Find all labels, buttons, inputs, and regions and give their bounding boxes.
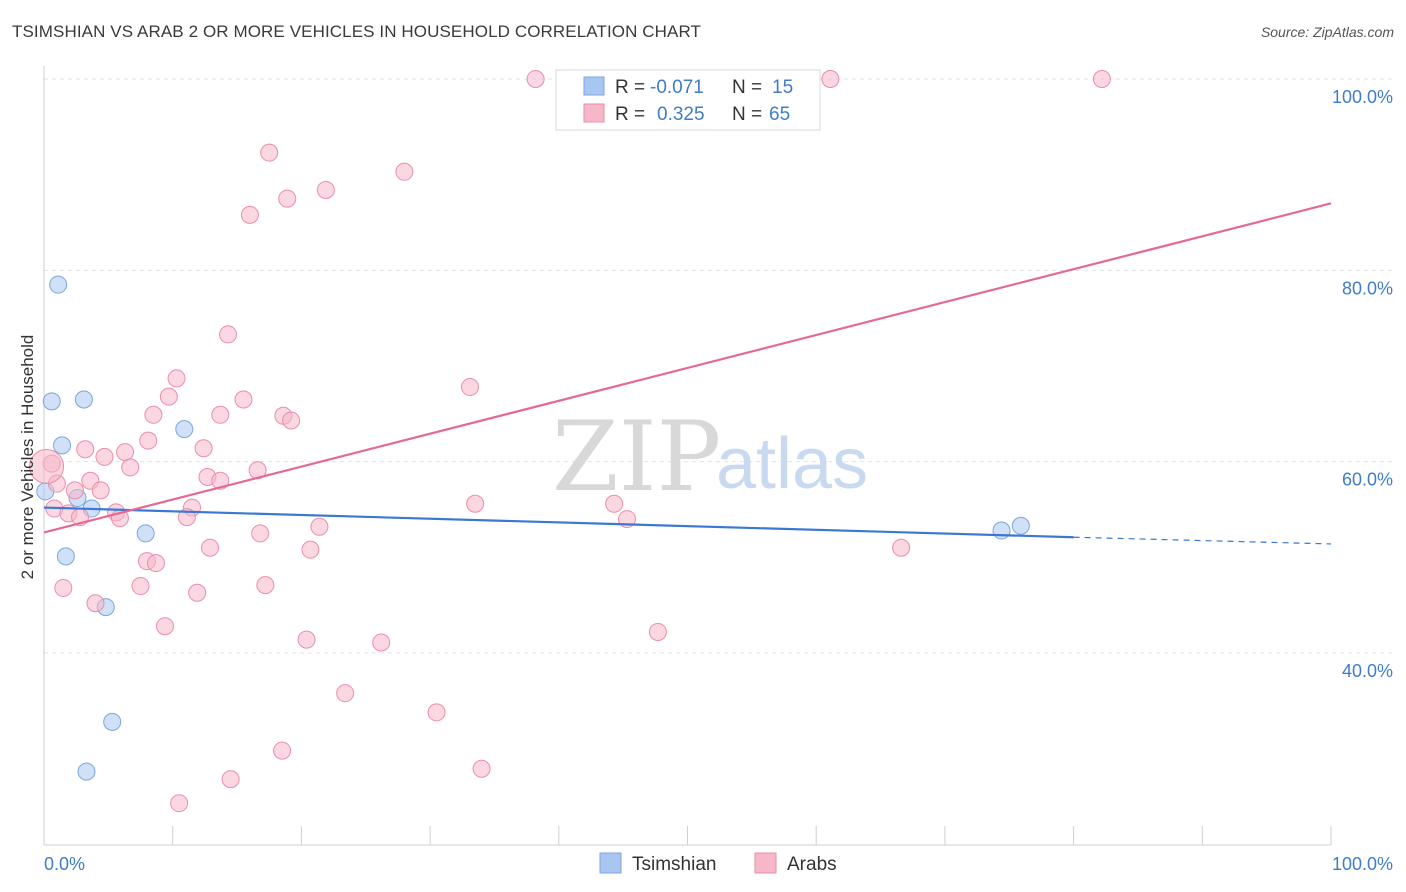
point-arabs-17 xyxy=(144,405,163,424)
point-arabs-64 xyxy=(29,448,65,484)
legend-n-value-2: 65 xyxy=(769,104,790,125)
point-arabs-8 xyxy=(240,205,259,224)
y-tick-labels: 100.0% 80.0% 60.0% 40.0% xyxy=(1332,87,1393,681)
point-tsimshian-13 xyxy=(992,521,1011,540)
point-arabs-45 xyxy=(301,540,320,559)
source-note: Source: ZipAtlas.com xyxy=(1260,24,1394,40)
point-arabs-7 xyxy=(278,189,297,208)
point-arabs-18 xyxy=(139,431,158,450)
point-tsimshian-4 xyxy=(175,420,194,439)
point-arabs-43 xyxy=(251,524,270,543)
point-arabs-22 xyxy=(95,447,114,466)
legend-label-tsimshian: Tsimshian xyxy=(632,854,716,875)
x-tick-label-max: 100.0% xyxy=(1332,854,1393,874)
point-arabs-63 xyxy=(170,794,189,813)
y-axis-label: 2 or more Vehicles in Household xyxy=(18,335,37,580)
legend-r-value-2: 0.325 xyxy=(657,104,705,125)
watermark-atlas: atlas xyxy=(716,424,868,504)
point-arabs-54 xyxy=(155,617,174,636)
trend-lines xyxy=(43,202,1332,545)
point-tsimshian-11 xyxy=(103,712,122,731)
trend-extension-tsimshian xyxy=(1073,536,1332,545)
legend-n-label-2: N = xyxy=(732,104,762,125)
point-tsimshian-9 xyxy=(56,547,75,566)
point-arabs-5 xyxy=(395,162,414,181)
point-arabs-60 xyxy=(273,741,292,760)
point-arabs-3 xyxy=(1092,70,1111,88)
legend-r-label-2: R = xyxy=(615,104,645,125)
legend-n-value-1: 15 xyxy=(772,77,793,98)
point-arabs-57 xyxy=(648,622,667,641)
point-arabs-20 xyxy=(76,440,95,459)
trend-line-tsimshian xyxy=(43,506,1074,539)
legend-label-arabs: Arabs xyxy=(787,854,837,875)
point-tsimshian-8 xyxy=(136,524,155,543)
point-arabs-9 xyxy=(219,325,238,344)
x-tick-label-min: 0.0% xyxy=(44,854,85,874)
point-arabs-11 xyxy=(167,369,186,388)
point-arabs-30 xyxy=(91,481,110,500)
legend-n-label-1: N = xyxy=(732,77,762,98)
point-tsimshian-14 xyxy=(1011,516,1030,535)
point-arabs-42 xyxy=(310,517,329,536)
point-tsimshian-12 xyxy=(77,762,96,781)
point-arabs-12 xyxy=(159,387,178,406)
point-arabs-16 xyxy=(282,411,301,430)
point-tsimshian-0 xyxy=(49,275,68,294)
point-arabs-55 xyxy=(297,630,316,649)
point-arabs-10 xyxy=(460,378,479,397)
point-arabs-62 xyxy=(221,770,240,789)
watermark: ZIP atlas xyxy=(552,401,868,513)
chart-title: TSIMSHIAN VS ARAB 2 OR MORE VEHICLES IN … xyxy=(12,22,702,41)
legend-r-value-1: -0.071 xyxy=(650,77,704,98)
point-arabs-19 xyxy=(194,439,213,458)
y-tick-label-3: 40.0% xyxy=(1342,661,1393,681)
grid-lines xyxy=(44,78,1395,654)
point-arabs-48 xyxy=(146,554,165,573)
point-arabs-27 xyxy=(211,471,230,490)
point-arabs-46 xyxy=(892,538,911,557)
point-arabs-53 xyxy=(86,594,105,613)
point-arabs-31 xyxy=(65,481,84,500)
y-tick-label-1: 80.0% xyxy=(1342,278,1393,298)
point-tsimshian-3 xyxy=(53,436,72,455)
point-arabs-24 xyxy=(121,458,140,477)
legend-swatch-arabs-bottom xyxy=(754,852,777,874)
data-points xyxy=(29,70,1111,813)
point-arabs-59 xyxy=(427,703,446,722)
point-arabs-2 xyxy=(821,70,840,88)
correlation-legend: R = -0.071 N = 15 R = 0.325 N = 65 xyxy=(555,69,821,131)
point-arabs-4 xyxy=(260,143,279,162)
legend-swatch-tsimshian-bottom xyxy=(599,852,622,874)
point-arabs-39 xyxy=(466,494,485,513)
point-arabs-56 xyxy=(372,633,391,652)
point-arabs-58 xyxy=(336,684,355,703)
point-arabs-13 xyxy=(234,390,253,409)
legend-swatch-tsimshian xyxy=(583,76,605,96)
point-arabs-14 xyxy=(211,405,230,424)
point-arabs-50 xyxy=(131,577,150,596)
point-arabs-51 xyxy=(256,576,275,595)
legend-swatch-arabs xyxy=(583,103,605,123)
axes xyxy=(43,66,1332,846)
point-arabs-6 xyxy=(316,180,335,199)
point-arabs-44 xyxy=(201,538,220,557)
point-arabs-40 xyxy=(605,494,624,513)
trend-line-arabs xyxy=(43,202,1332,534)
y-tick-label-2: 60.0% xyxy=(1342,470,1393,490)
series-legend: Tsimshian Arabs xyxy=(599,852,837,875)
point-tsimshian-2 xyxy=(74,390,93,409)
x-tick-labels: 0.0% 100.0% xyxy=(44,854,1393,874)
point-arabs-61 xyxy=(472,759,491,778)
legend-r-label-1: R = xyxy=(615,77,645,98)
point-arabs-21 xyxy=(116,443,135,462)
y-tick-label-0: 100.0% xyxy=(1332,87,1393,107)
point-arabs-49 xyxy=(54,578,73,597)
watermark-zip: ZIP xyxy=(552,401,721,513)
point-arabs-0 xyxy=(526,70,545,88)
point-arabs-52 xyxy=(188,583,207,602)
point-tsimshian-1 xyxy=(42,392,61,411)
